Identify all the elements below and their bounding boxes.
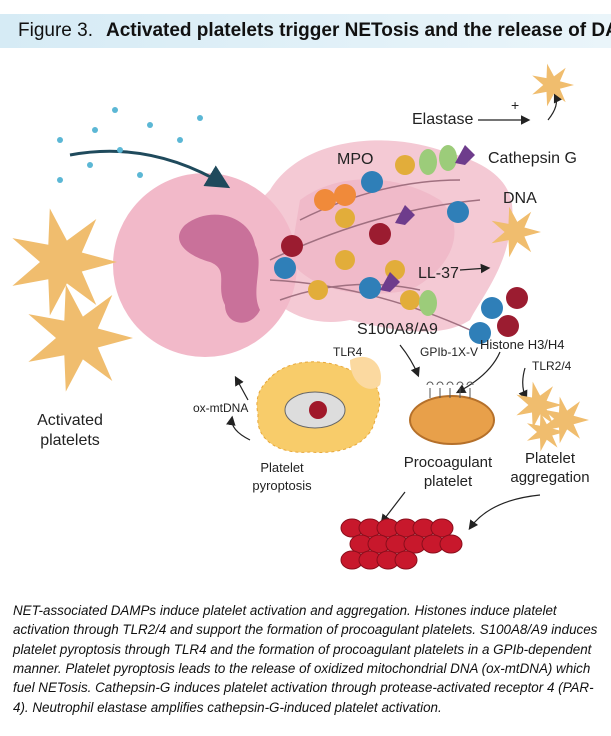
damp-bead [497, 315, 519, 337]
label: platelet [424, 473, 473, 490]
platelet [532, 63, 574, 107]
arrow [468, 494, 541, 530]
label: Histone H3/H4 [480, 337, 565, 352]
platelet [12, 208, 117, 316]
damp-bead [274, 257, 296, 279]
dot [177, 137, 183, 143]
receptor [436, 381, 444, 398]
receptor [466, 381, 474, 398]
damp-bead [361, 171, 383, 193]
ros [309, 401, 327, 419]
damp-bead [369, 223, 391, 245]
label: platelets [40, 432, 100, 449]
protein [419, 290, 437, 316]
dna-strand [299, 179, 461, 221]
arrow [547, 92, 563, 121]
protein [334, 184, 356, 206]
label: TLR2/4 [532, 359, 572, 373]
arrow [518, 367, 528, 401]
aggregate-cell [439, 534, 463, 554]
label: S100A8/A9 [357, 321, 438, 338]
dot [112, 107, 118, 113]
arrow [226, 415, 251, 441]
protein [395, 205, 415, 225]
protein [314, 189, 336, 211]
receptor [456, 381, 464, 398]
label: DNA [503, 190, 537, 207]
arrow [69, 149, 231, 189]
protein [395, 155, 415, 175]
label: Activated [37, 412, 103, 429]
label: GPIb-1X-V [420, 345, 478, 359]
platelet [543, 396, 589, 444]
protein [308, 280, 328, 300]
platelet [491, 206, 541, 258]
receptor [426, 381, 434, 398]
drawing [12, 63, 589, 570]
dot [147, 122, 153, 128]
label: Procoagulant [404, 454, 493, 471]
protein [400, 290, 420, 310]
tlr4-blob [350, 356, 381, 389]
arrow [234, 375, 249, 401]
label: Platelet [525, 450, 576, 467]
dot [92, 127, 98, 133]
nucleus [179, 214, 260, 323]
dot [137, 172, 143, 178]
protein [439, 145, 457, 171]
receptor [446, 381, 454, 398]
caption-line: fuel NETosis. Cathepsin-G induces platel… [13, 680, 594, 696]
damp-bead [481, 297, 503, 319]
caption-line: manner. Platelet pyroptosis leads to the… [13, 660, 591, 676]
dot [87, 162, 93, 168]
label: aggregation [510, 469, 589, 486]
damp-bead [506, 287, 528, 309]
label: Elastase [412, 111, 473, 128]
damp-bead [359, 277, 381, 299]
label: MPO [337, 151, 373, 168]
figure-number: Figure 3. [18, 20, 93, 41]
label: pyroptosis [252, 478, 312, 493]
figure-title: Activated platelets trigger NETosis and … [106, 20, 611, 41]
damp-bead [469, 322, 491, 344]
dot [57, 177, 63, 183]
aggregate-cell [430, 518, 454, 538]
title-bar: Figure 3. Activated platelets trigger NE… [0, 14, 611, 48]
dna-strand [279, 283, 421, 301]
platelet [516, 381, 562, 429]
damp-bead [447, 201, 469, 223]
damp-bead [281, 235, 303, 257]
label: TLR4 [333, 345, 363, 359]
platelet [527, 412, 565, 452]
label: LL-37 [418, 265, 459, 282]
label: ox-mtDNA [193, 401, 248, 415]
label: + [511, 97, 519, 113]
caption-line: 4). Neutrophil elastase amplifies cathep… [13, 699, 442, 715]
arrow [380, 491, 406, 524]
illustration: Elastase + Cathepsin G MPO DNA LL-37 S10… [12, 63, 590, 570]
protein [380, 272, 400, 292]
dot [117, 147, 123, 153]
protein [419, 149, 437, 175]
caption-line: NET-associated DAMPs induce platelet act… [13, 603, 557, 618]
protein [335, 208, 355, 228]
neutrophil [113, 173, 297, 357]
arrow [459, 263, 491, 274]
platelet [28, 284, 133, 392]
arrow [399, 344, 420, 378]
label: Cathepsin G [488, 150, 577, 167]
caption-line: platelet pyroptosis through TLR4 and the… [13, 641, 592, 657]
dot [57, 137, 63, 143]
label: Platelet [260, 460, 304, 475]
protein [335, 250, 355, 270]
dot [197, 115, 203, 121]
protein [455, 145, 475, 165]
caption-line: activation through TLR2/4 and support th… [13, 622, 598, 638]
procoagulant-platelet [409, 395, 495, 445]
aggregate-cell [394, 550, 418, 570]
arrow [455, 351, 501, 394]
